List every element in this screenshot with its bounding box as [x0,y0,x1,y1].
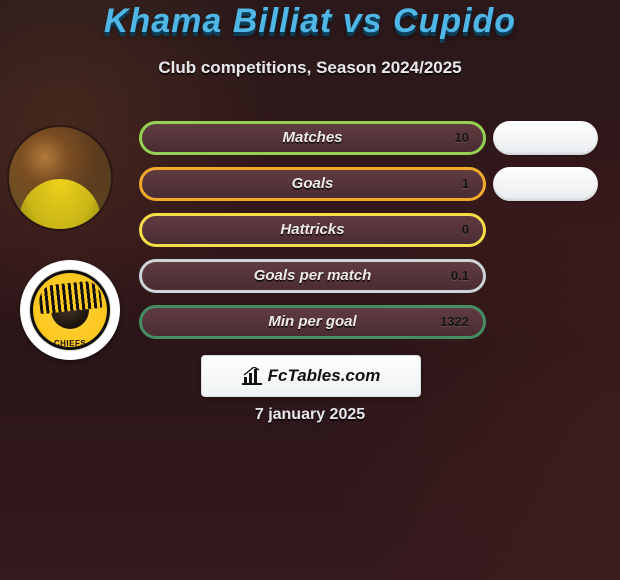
stat-label: Goals per match [142,262,483,290]
season-subtitle: Club competitions, Season 2024/2025 [0,58,620,78]
stat-right-oval [493,167,598,201]
stat-left-value: 0.1 [451,262,469,290]
stat-left-value: 1322 [440,308,469,336]
stat-label: Min per goal [142,308,483,336]
source-text: FcTables.com [268,366,381,386]
stat-row: Matches10 [139,121,486,155]
page-title: Khama Billiat vs Cupido [0,2,620,41]
stat-row: Goals1 [139,167,486,201]
stat-right-oval [493,121,598,155]
stat-label: Hattricks [142,216,483,244]
club-badge-label: CHIEFS [20,339,120,348]
source-banner[interactable]: FcTables.com [201,355,421,397]
left-stat-column: Matches10Goals1Hattricks0Goals per match… [139,121,486,351]
snapshot-date: 7 january 2025 [0,406,620,424]
stat-left-value: 0 [462,216,469,244]
stat-label: Goals [142,170,483,198]
chart-icon [242,367,262,385]
stat-left-value: 10 [455,124,469,152]
stat-left-value: 1 [462,170,469,198]
player-photo [9,127,111,229]
stat-row: Min per goal1322 [139,305,486,339]
stat-label: Matches [142,124,483,152]
stat-row: Goals per match0.1 [139,259,486,293]
comparison-card: Khama Billiat vs Cupido Club competition… [0,0,620,580]
club-badge: CHIEFS [20,260,120,360]
right-stat-column [493,121,598,213]
stat-row: Hattricks0 [139,213,486,247]
